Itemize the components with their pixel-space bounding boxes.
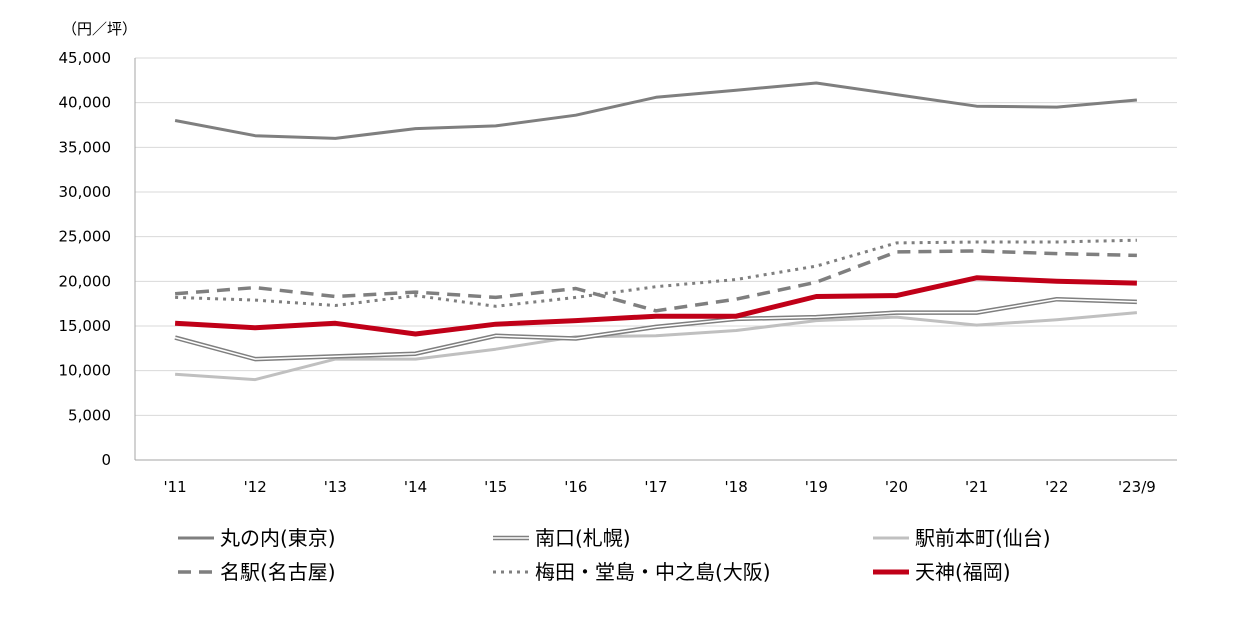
y-tick-label: 25,000 <box>59 228 112 246</box>
series-line <box>175 238 1137 308</box>
legend-item: 名駅(名古屋) <box>178 560 336 584</box>
series-3 <box>174 311 1138 382</box>
legend-item: 天神(福岡) <box>873 560 1011 584</box>
x-tick-label: '21 <box>965 478 988 496</box>
legend-label: 丸の内(東京) <box>220 526 336 550</box>
legend-item: 梅田・堂島・中之島(大阪) <box>493 560 771 584</box>
legend-label: 名駅(名古屋) <box>220 560 336 584</box>
x-tick-label: '12 <box>244 478 267 496</box>
series-line <box>174 249 1137 313</box>
gridlines <box>135 57 1177 416</box>
axes <box>134 58 1177 461</box>
series-line <box>174 296 1137 362</box>
x-tick-label: '20 <box>885 478 908 496</box>
legend-label: 梅田・堂島・中之島(大阪) <box>535 560 771 584</box>
y-tick-label: 30,000 <box>59 183 112 201</box>
x-tick-label: '11 <box>163 478 186 496</box>
unit-label: （円／坪） <box>62 20 137 38</box>
legend-label: 南口(札幌) <box>535 526 631 550</box>
legend-item: 南口(札幌) <box>493 526 631 550</box>
y-tick-label: 10,000 <box>59 362 112 380</box>
x-tick-label: '15 <box>484 478 507 496</box>
y-tick-label: 0 <box>101 451 111 469</box>
series-4 <box>174 249 1137 313</box>
legend-label: 駅前本町(仙台) <box>915 526 1051 550</box>
series-line <box>174 311 1138 382</box>
series-line <box>174 275 1137 337</box>
series-2 <box>174 296 1137 362</box>
series-line-inner <box>174 298 1137 360</box>
series-1 <box>174 81 1138 140</box>
y-tick-label: 35,000 <box>59 138 112 156</box>
series-lines <box>174 81 1138 382</box>
y-tick-label: 5,000 <box>68 406 111 424</box>
x-tick-label: '18 <box>725 478 748 496</box>
series-line <box>174 81 1138 140</box>
x-tick-label: '22 <box>1045 478 1068 496</box>
x-tick-labels: '11 '12 '13 '14 '15 '16 '17 '18 '19 '20 '21 '22 '23/… <box>163 478 1155 496</box>
series-6 <box>174 275 1137 337</box>
legend: 丸の内(東京) 南口(札幌) 駅前本町(仙台) 名駅(名古屋) 梅田・堂島・中之島(大阪… <box>178 526 1051 584</box>
x-tick-label: '16 <box>564 478 587 496</box>
legend-item: 駅前本町(仙台) <box>873 526 1051 550</box>
x-tick-label: '23/9 <box>1118 478 1156 496</box>
legend-item: 丸の内(東京) <box>178 526 336 550</box>
y-tick-label: 40,000 <box>59 94 112 112</box>
x-tick-label: '13 <box>324 478 347 496</box>
legend-label: 天神(福岡) <box>915 560 1011 584</box>
y-tick-label: 15,000 <box>59 317 112 335</box>
y-tick-label: 45,000 <box>59 49 112 67</box>
series-5 <box>175 238 1137 308</box>
y-tick-label: 20,000 <box>59 272 112 290</box>
x-tick-label: '14 <box>404 478 427 496</box>
x-tick-label: '17 <box>644 478 667 496</box>
x-tick-label: '19 <box>805 478 828 496</box>
y-tick-labels: 0 5,000 10,000 15,000 20,000 25,000 30,000 35,0… <box>59 49 112 469</box>
